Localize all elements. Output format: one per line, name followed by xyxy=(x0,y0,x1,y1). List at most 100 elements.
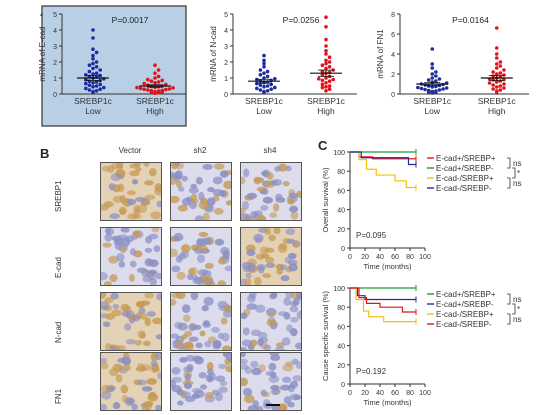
data-point xyxy=(441,87,445,91)
data-point xyxy=(94,89,99,93)
overall-survival-chart: 0 20 40 60 80 100 0 20 40 60 80 100 Time (months) Ove… xyxy=(321,149,521,271)
data-point xyxy=(430,89,435,94)
data-point xyxy=(324,76,328,80)
x-category-sublabel: High xyxy=(317,106,335,116)
data-point xyxy=(160,78,164,83)
data-point xyxy=(262,89,266,94)
y-tick-label: 0 xyxy=(341,246,345,253)
data-point xyxy=(498,88,503,92)
y-tick-label: 2 xyxy=(391,72,395,79)
data-point xyxy=(491,87,495,91)
data-point xyxy=(494,80,499,84)
data-point xyxy=(434,89,438,93)
x-tick-label: 60 xyxy=(391,390,399,397)
y-tick-label: 3 xyxy=(53,44,57,51)
ihc-image-n-cad-vector xyxy=(100,292,162,351)
data-point xyxy=(494,85,499,89)
significance-label: ns xyxy=(513,295,521,304)
p-value: P=0.095 xyxy=(356,231,387,240)
y-axis-label: Cause specific survival (%) xyxy=(321,290,330,381)
data-point xyxy=(146,88,150,92)
data-point xyxy=(324,37,328,42)
data-point xyxy=(430,66,435,70)
data-point xyxy=(94,50,99,55)
data-point xyxy=(84,86,88,91)
data-point xyxy=(324,58,328,63)
data-point xyxy=(327,87,332,91)
data-point xyxy=(91,85,95,89)
data-point xyxy=(437,88,442,92)
p-value: P=0.0017 xyxy=(112,15,149,25)
significance-label: ns xyxy=(513,159,521,168)
data-point xyxy=(434,79,438,83)
data-point xyxy=(502,82,506,86)
y-tick-label: 40 xyxy=(337,344,345,351)
data-point xyxy=(142,81,146,86)
y-tick-label: 4 xyxy=(391,52,395,59)
x-tick-label: 60 xyxy=(391,254,399,261)
y-tick-label: 3 xyxy=(224,44,228,51)
data-point xyxy=(262,53,266,58)
data-point xyxy=(91,61,95,66)
ihc-image-fn1-sh2 xyxy=(170,352,232,411)
y-tick-label: 4 xyxy=(53,28,57,35)
x-tick-label: 40 xyxy=(376,254,384,261)
data-point xyxy=(258,73,263,77)
data-point xyxy=(498,60,503,64)
data-point xyxy=(91,57,95,61)
legend-label: E-cad+/SREBP+ xyxy=(436,290,496,299)
data-point xyxy=(320,69,325,74)
y-tick-label: 80 xyxy=(337,169,345,176)
y-tick-label: 100 xyxy=(333,286,345,293)
data-point xyxy=(262,61,266,66)
x-category-label: SREBP1c xyxy=(74,96,113,106)
y-tick-label: 5 xyxy=(224,12,228,19)
x-category-label: SREBP1c xyxy=(478,96,517,106)
ihc-image-e-cad-vector xyxy=(100,227,162,286)
p-value: P=0.0164 xyxy=(452,15,489,25)
data-point xyxy=(498,71,503,75)
data-point xyxy=(258,88,263,92)
panel-label-b: B xyxy=(40,146,50,161)
data-point xyxy=(153,71,157,75)
y-tick-label: 2 xyxy=(224,60,228,67)
data-point xyxy=(494,26,499,30)
data-point xyxy=(494,62,499,66)
x-category-sublabel: High xyxy=(146,106,164,116)
ihc-row-label-srebp1: SREBP1 xyxy=(54,180,63,212)
data-point xyxy=(91,53,95,58)
data-point xyxy=(273,77,277,81)
data-point xyxy=(98,87,102,91)
data-point xyxy=(494,56,499,60)
significance-label: * xyxy=(517,305,520,314)
data-point xyxy=(98,68,102,72)
legend-label: E-cad+/SREBP+ xyxy=(436,154,496,163)
y-tick-label: 1 xyxy=(53,76,57,83)
data-point xyxy=(324,44,328,48)
data-point xyxy=(324,85,328,89)
ihc-image-n-cad-sh2 xyxy=(170,292,232,351)
data-point xyxy=(87,69,92,74)
data-point xyxy=(437,77,442,81)
data-point xyxy=(331,77,335,82)
legend-bracket xyxy=(507,293,511,305)
y-tick-label: 0 xyxy=(391,92,395,99)
data-point xyxy=(426,78,431,82)
ihc-image-fn1-vector xyxy=(100,352,162,411)
data-point xyxy=(327,65,332,69)
y-tick-label: 4 xyxy=(224,28,228,35)
data-point xyxy=(502,68,506,72)
data-point xyxy=(430,85,435,89)
x-category-sublabel: Low xyxy=(424,106,440,116)
scale-bar xyxy=(266,404,280,406)
y-tick-label: 2 xyxy=(53,60,57,67)
y-tick-label: 1 xyxy=(224,76,228,83)
survival-curve xyxy=(350,151,416,189)
significance-label: ns xyxy=(513,315,521,324)
data-point xyxy=(430,62,435,66)
data-point xyxy=(419,86,424,91)
data-point xyxy=(494,72,499,76)
data-point xyxy=(320,73,325,77)
data-point xyxy=(258,68,263,72)
y-axis-label: Overall survival (%) xyxy=(321,167,330,233)
